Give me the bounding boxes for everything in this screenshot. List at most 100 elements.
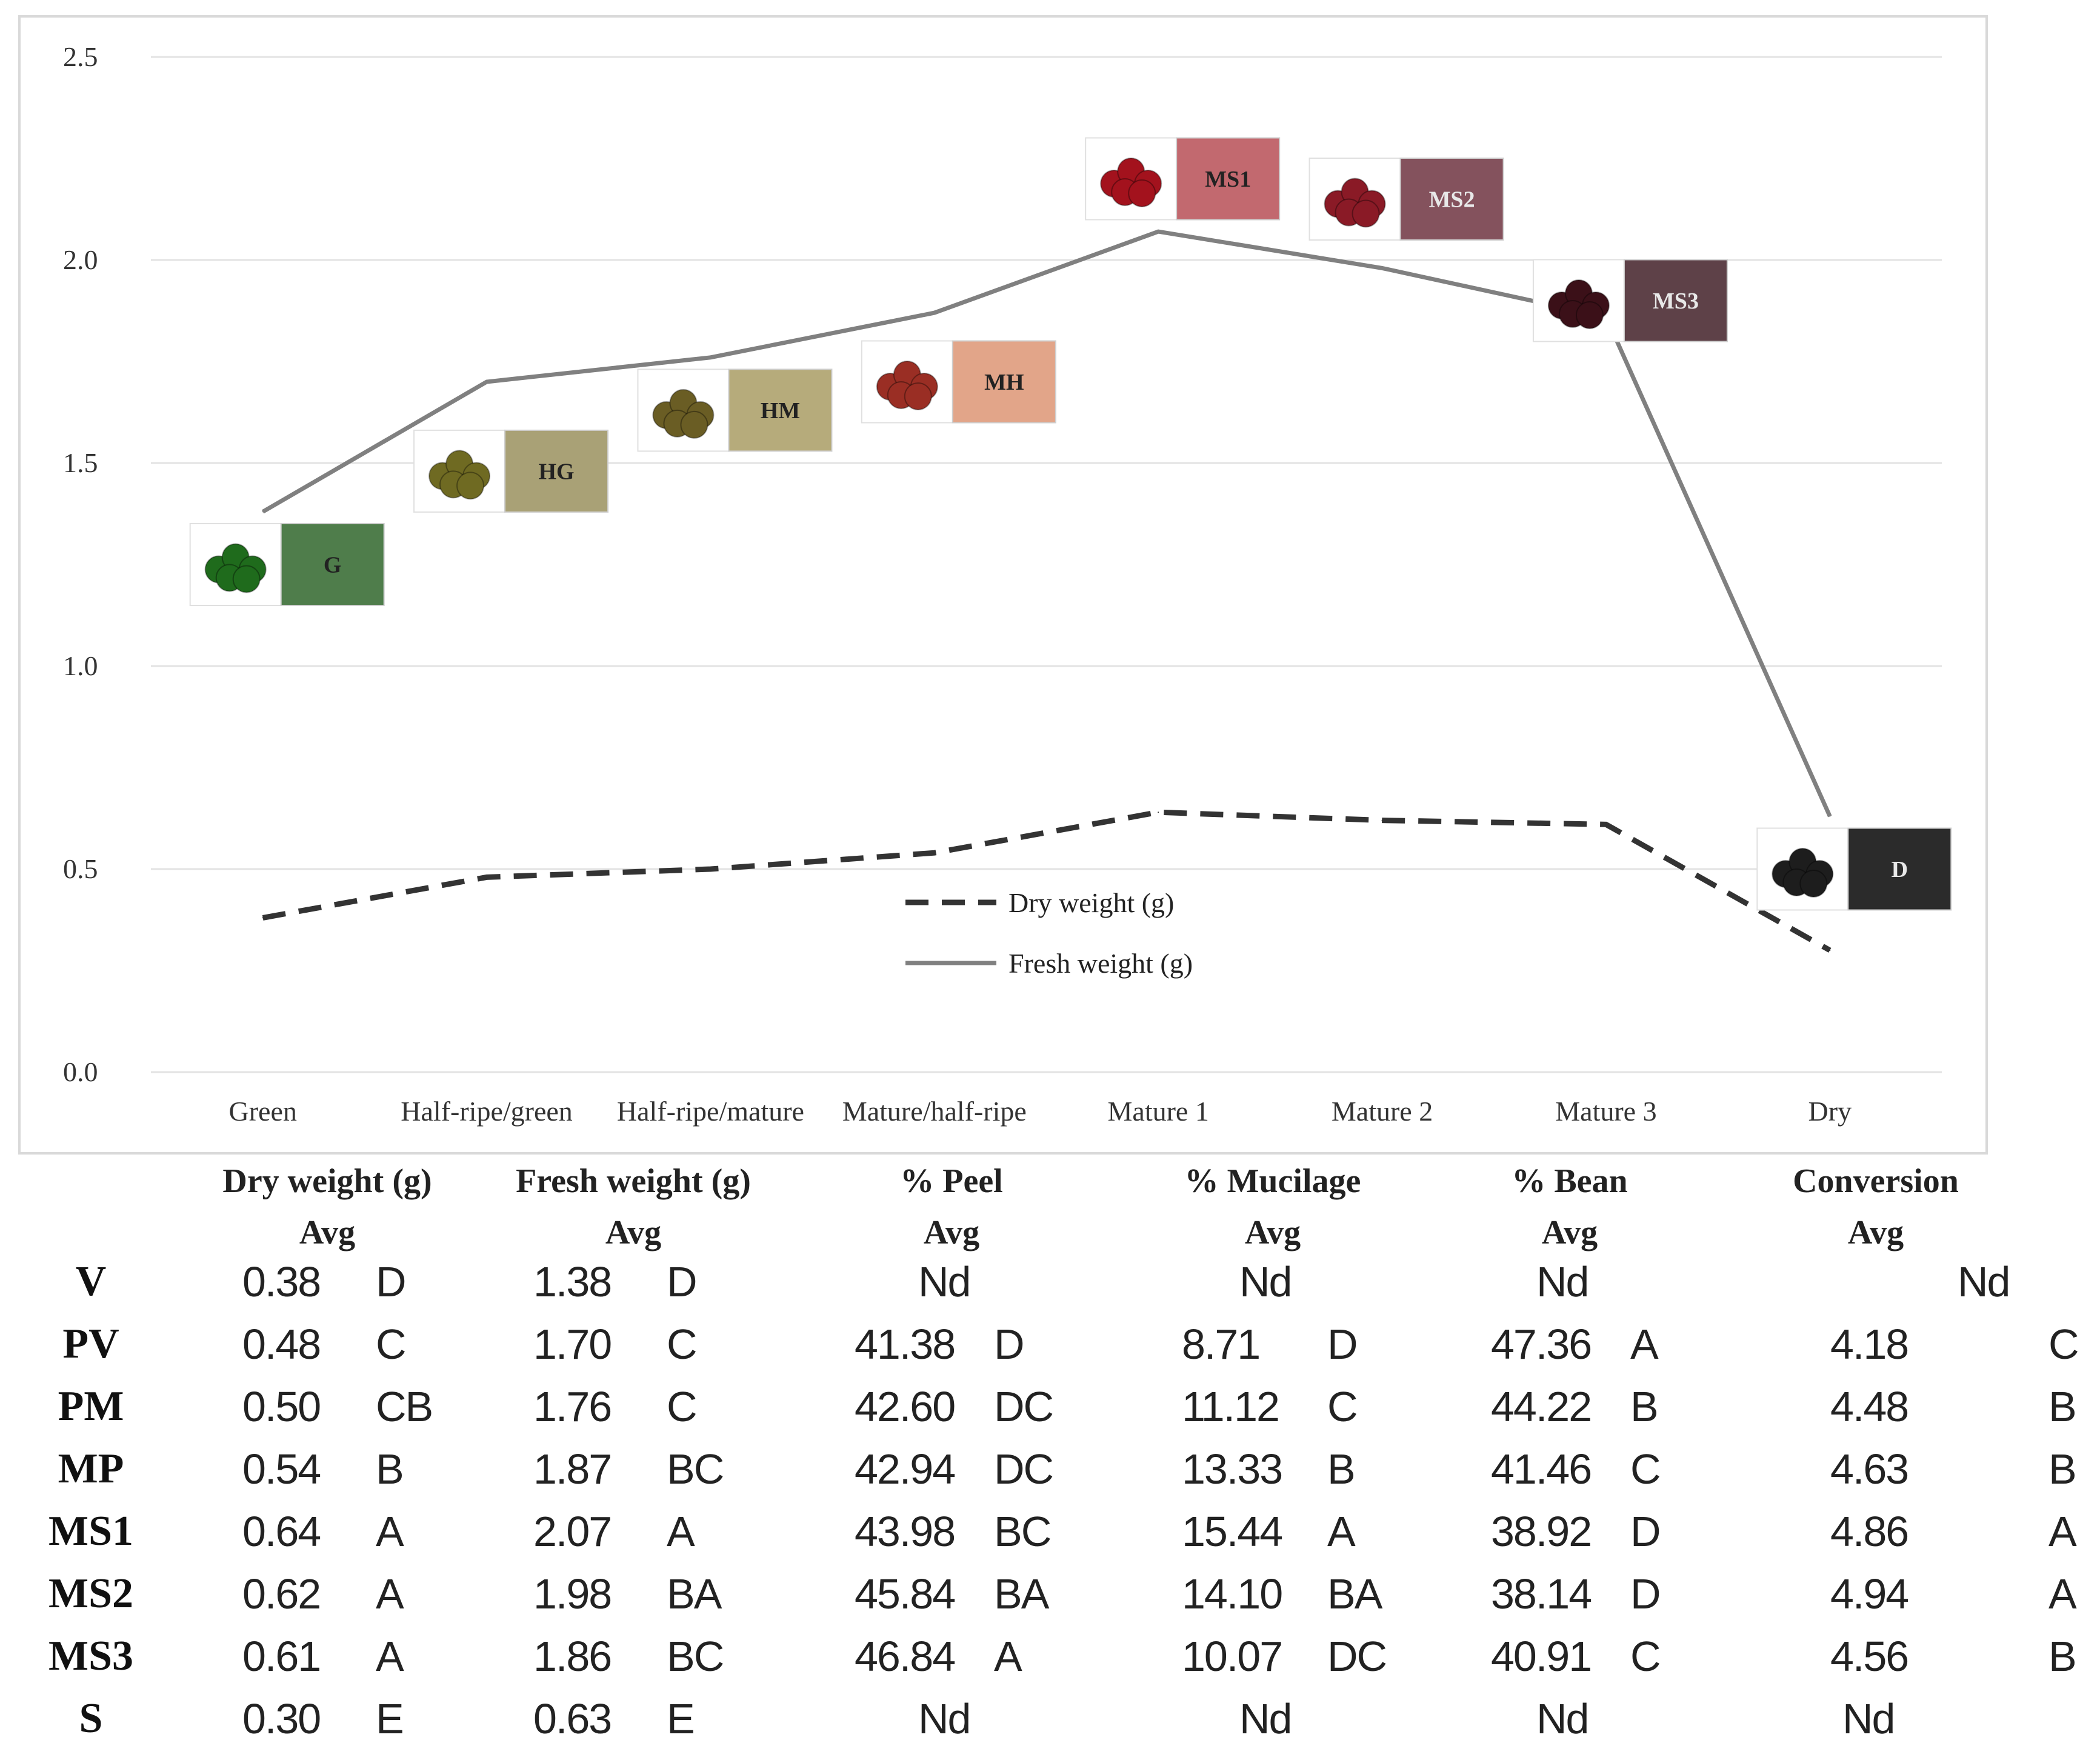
- stage-label-hm: HM: [637, 368, 833, 452]
- cell-value: 4.86: [1830, 1508, 1909, 1555]
- stage-label-ms1: MS1: [1085, 137, 1281, 221]
- x-tick-label: Dry: [1808, 1096, 1852, 1127]
- row-label: MP: [58, 1445, 124, 1492]
- cell-value: 43.98: [855, 1508, 956, 1555]
- cell-value: 46.84: [855, 1633, 956, 1680]
- legend-dry-weight-label: Dry weight (g): [1008, 887, 1174, 918]
- cell-group: C: [667, 1321, 698, 1368]
- cell-group: C: [1630, 1445, 1661, 1493]
- cherry-icon: [1799, 870, 1828, 898]
- x-tick-label: Half-ripe/green: [401, 1096, 573, 1127]
- cell-value: 38.92: [1491, 1508, 1592, 1555]
- cell-value: Nd: [918, 1695, 971, 1742]
- cell-value: 1.76: [533, 1383, 612, 1430]
- cell-group: BC: [667, 1445, 724, 1493]
- cell-value: 38.14: [1491, 1570, 1592, 1618]
- cell-group: A: [667, 1508, 695, 1555]
- cell-group: E: [376, 1695, 404, 1742]
- cell-value: Nd: [1958, 1258, 2010, 1305]
- cell-value: 42.60: [855, 1383, 956, 1430]
- weight-line-chart: 0.0 0.5 1.0 1.5 2.0 2.5 Green Half-ripe/green Ha…: [63, 41, 1952, 1127]
- legend-fresh-weight-label: Fresh weight (g): [1008, 948, 1193, 979]
- cell-group: BA: [994, 1570, 1049, 1618]
- cell-group: D: [994, 1321, 1025, 1368]
- cell-group: A: [1630, 1321, 1659, 1368]
- cell-group: D: [1630, 1570, 1661, 1618]
- column-subheader: Avg: [1244, 1214, 1301, 1251]
- x-tick-label: Mature/half-ripe: [842, 1096, 1027, 1127]
- cell-value: 4.56: [1830, 1633, 1909, 1680]
- cell-group: A: [994, 1633, 1022, 1680]
- row-label: MS3: [48, 1633, 133, 1679]
- stage-code-text: MS1: [1205, 167, 1251, 192]
- row-label: MS2: [48, 1570, 133, 1617]
- dry-weight-point: [1829, 950, 1831, 951]
- cell-value: 13.33: [1182, 1445, 1283, 1493]
- cell-group: C: [1327, 1383, 1358, 1430]
- cell-value: 0.54: [242, 1445, 321, 1493]
- cell-value: 0.30: [242, 1695, 321, 1742]
- cell-value: 40.91: [1491, 1633, 1592, 1680]
- cherry-icon: [1575, 301, 1604, 329]
- cell-value: 0.61: [242, 1633, 321, 1680]
- stage-color-box: [504, 429, 609, 513]
- x-tick-label: Mature 2: [1332, 1096, 1433, 1127]
- cell-group: C: [376, 1321, 407, 1368]
- cell-value: 8.71: [1182, 1321, 1261, 1368]
- row-label: PM: [58, 1383, 124, 1430]
- cell-value: 0.63: [533, 1695, 612, 1742]
- cell-value: 1.86: [533, 1633, 612, 1680]
- stage-color-box: [728, 368, 833, 452]
- cherry-icon: [904, 382, 932, 410]
- cell-value: 1.70: [533, 1321, 612, 1368]
- cell-group: BA: [1327, 1570, 1382, 1618]
- fresh-weight-point: [1381, 267, 1383, 269]
- cell-group: A: [376, 1570, 404, 1618]
- cherry-icon: [680, 410, 708, 439]
- cell-group: B: [1327, 1445, 1356, 1493]
- cell-group: DC: [1327, 1633, 1387, 1680]
- fresh-weight-point: [933, 312, 935, 314]
- dry-weight-point: [1381, 819, 1383, 821]
- cell-value: Nd: [1536, 1695, 1589, 1742]
- column-subheader: Avg: [923, 1214, 980, 1251]
- cell-value: 0.62: [242, 1570, 321, 1618]
- fresh-weight-point: [710, 356, 712, 358]
- stage-code-text: HG: [539, 459, 575, 484]
- cell-value: 47.36: [1491, 1321, 1592, 1368]
- stage-label-hg: HG: [413, 429, 609, 513]
- column-subheader: Avg: [1847, 1214, 1904, 1251]
- column-header: Dry weight (g): [222, 1162, 432, 1200]
- dry-weight-point: [1158, 812, 1159, 813]
- dry-weight-point: [262, 917, 264, 919]
- legend-dry-weight: Dry weight (g): [905, 887, 1174, 918]
- fresh-weight-point: [262, 511, 264, 513]
- cell-value: 45.84: [855, 1570, 956, 1618]
- cell-group: B: [1630, 1383, 1659, 1430]
- y-tick-label: 0.5: [63, 853, 98, 884]
- row-label: S: [79, 1695, 103, 1742]
- cell-value: 4.48: [1830, 1383, 1909, 1430]
- column-subheader: Avg: [299, 1214, 356, 1251]
- cell-group: A: [2048, 1508, 2077, 1555]
- column-subheader: Avg: [605, 1214, 662, 1251]
- cell-value: 0.48: [242, 1321, 321, 1368]
- y-tick-label: 2.5: [63, 41, 98, 72]
- stage-color-box: [1176, 137, 1281, 221]
- cell-value: 42.94: [855, 1445, 956, 1493]
- cell-value: 15.44: [1182, 1508, 1283, 1555]
- row-label: MS1: [48, 1508, 133, 1555]
- cell-group: B: [2048, 1445, 2077, 1493]
- cell-group: B: [2048, 1633, 2077, 1680]
- x-tick-label: Half-ripe/mature: [617, 1096, 804, 1127]
- cherry-icon: [1128, 179, 1156, 207]
- dry-weight-line: [262, 809, 1832, 953]
- x-tick-label: Green: [229, 1096, 297, 1127]
- cell-value: 4.94: [1830, 1570, 1909, 1618]
- cell-value: 4.18: [1830, 1321, 1909, 1368]
- dry-weight-point: [486, 876, 488, 878]
- cell-group: D: [1327, 1321, 1358, 1368]
- y-tick-label: 1.5: [63, 447, 98, 478]
- row-label: PV: [62, 1321, 119, 1367]
- cell-value: Nd: [1239, 1695, 1292, 1742]
